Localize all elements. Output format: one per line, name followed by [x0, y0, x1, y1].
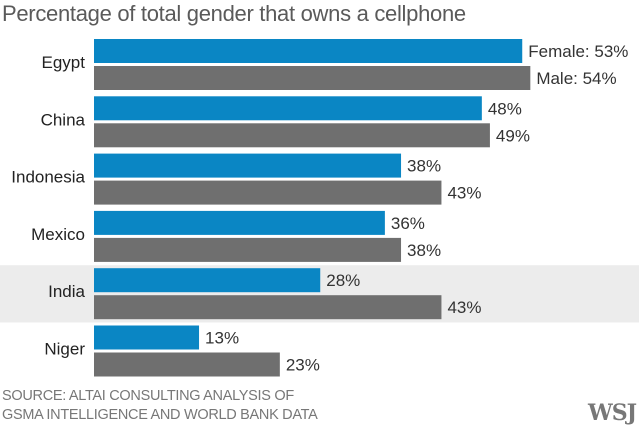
bar-female — [94, 325, 200, 350]
data-label: 23% — [286, 356, 320, 375]
data-label: 49% — [496, 126, 530, 145]
bar-female — [94, 153, 402, 178]
data-label: 38% — [407, 157, 441, 176]
category-label: Indonesia — [11, 168, 85, 187]
category-label: Niger — [44, 340, 85, 359]
source-line-1: SOURCE: ALTAI CONSULTING ANALYSIS OF — [2, 388, 294, 404]
source-note: SOURCE: ALTAI CONSULTING ANALYSIS OF GSM… — [2, 387, 318, 425]
source-line-2: GSMA INTELLIGENCE AND WORLD BANK DATA — [2, 407, 318, 423]
data-label: 43% — [447, 184, 481, 203]
bar-chart: Egypt Female: 53% Male: 54% China 48% 49% Indo… — [0, 39, 639, 377]
data-label: 48% — [488, 99, 522, 118]
bar-male — [94, 123, 490, 148]
category-label: Mexico — [31, 225, 85, 244]
data-label: 43% — [447, 298, 481, 317]
wsj-logo: WSJ — [587, 400, 637, 426]
bar-male — [94, 352, 280, 377]
bar-male — [94, 180, 442, 205]
bar-female — [94, 268, 321, 293]
chart-title: Percentage of total gender that owns a c… — [2, 1, 466, 26]
bar-female — [94, 96, 482, 121]
data-label: Female: 53% — [528, 42, 628, 61]
bar-male — [94, 66, 531, 90]
data-label: 38% — [407, 241, 441, 260]
data-label: Male: 54% — [536, 69, 616, 88]
data-label: 36% — [391, 214, 425, 233]
category-label: India — [48, 282, 85, 301]
category-label: China — [41, 110, 86, 129]
bar-female — [94, 210, 385, 235]
data-label: 13% — [205, 329, 239, 348]
bar-female — [94, 39, 523, 63]
bar-male — [94, 295, 442, 320]
data-label: 28% — [326, 271, 360, 290]
bar-male — [94, 237, 402, 262]
category-label: Egypt — [42, 53, 86, 72]
